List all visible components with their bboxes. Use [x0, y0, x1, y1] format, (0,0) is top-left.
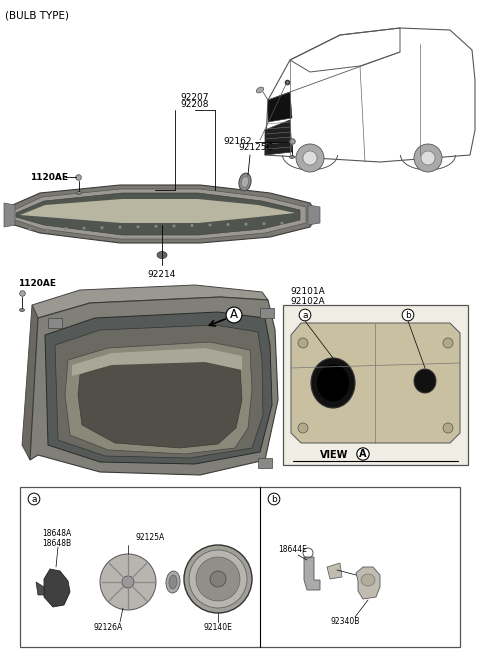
Polygon shape: [45, 312, 272, 464]
Circle shape: [196, 557, 240, 601]
Polygon shape: [327, 563, 342, 579]
Ellipse shape: [76, 191, 82, 194]
Bar: [48, 318, 62, 328]
Ellipse shape: [311, 358, 355, 408]
Polygon shape: [291, 323, 460, 443]
Circle shape: [172, 225, 176, 227]
Text: 18648B: 18648B: [42, 539, 71, 547]
Circle shape: [119, 226, 121, 229]
Text: 92140E: 92140E: [204, 622, 232, 631]
Circle shape: [122, 576, 134, 588]
Ellipse shape: [169, 575, 177, 589]
Ellipse shape: [166, 571, 180, 593]
Text: A: A: [230, 309, 238, 321]
Text: 92125C: 92125C: [238, 143, 273, 152]
Circle shape: [184, 545, 252, 613]
Circle shape: [191, 224, 193, 227]
Polygon shape: [30, 297, 278, 475]
Text: b: b: [405, 311, 411, 319]
Ellipse shape: [361, 574, 375, 586]
Polygon shape: [12, 189, 306, 239]
Circle shape: [263, 222, 265, 225]
Circle shape: [303, 151, 317, 165]
Polygon shape: [65, 342, 252, 454]
Text: 92101A: 92101A: [290, 288, 325, 296]
Bar: [260, 308, 274, 318]
Polygon shape: [356, 567, 380, 599]
Circle shape: [208, 223, 212, 227]
Text: 92126A: 92126A: [94, 622, 122, 631]
Circle shape: [443, 338, 453, 348]
Text: VIEW: VIEW: [320, 450, 348, 460]
Circle shape: [298, 423, 308, 433]
Circle shape: [100, 226, 104, 229]
Circle shape: [28, 228, 32, 231]
Text: 92207: 92207: [181, 93, 209, 102]
Text: 92214: 92214: [148, 270, 176, 279]
Text: 92340B: 92340B: [330, 618, 360, 627]
Circle shape: [155, 225, 157, 228]
Polygon shape: [4, 203, 15, 227]
Bar: [258, 458, 272, 468]
Ellipse shape: [20, 309, 24, 311]
Ellipse shape: [317, 365, 349, 401]
Circle shape: [414, 144, 442, 172]
Polygon shape: [304, 557, 320, 590]
Text: b: b: [271, 495, 277, 503]
Text: a: a: [31, 495, 37, 503]
Text: 92162: 92162: [224, 137, 252, 147]
Bar: [283, 305, 468, 465]
Ellipse shape: [241, 177, 249, 187]
Polygon shape: [36, 582, 44, 595]
Polygon shape: [20, 199, 295, 223]
Text: 92102A: 92102A: [290, 296, 324, 306]
Polygon shape: [16, 193, 300, 235]
Bar: [20, 487, 460, 647]
Ellipse shape: [289, 156, 295, 158]
Text: a: a: [302, 311, 308, 319]
Polygon shape: [32, 285, 268, 318]
Circle shape: [280, 221, 284, 225]
Text: 18644E: 18644E: [278, 545, 307, 553]
Circle shape: [443, 423, 453, 433]
Text: 1120AE: 1120AE: [18, 279, 56, 288]
Text: 92125A: 92125A: [136, 533, 165, 541]
Ellipse shape: [239, 173, 251, 191]
Circle shape: [227, 223, 229, 226]
Polygon shape: [78, 358, 242, 448]
Polygon shape: [268, 92, 292, 122]
Circle shape: [136, 225, 140, 228]
Polygon shape: [72, 348, 242, 376]
Text: 1120AE: 1120AE: [30, 173, 68, 181]
Circle shape: [421, 151, 435, 165]
Circle shape: [47, 227, 49, 231]
Circle shape: [100, 554, 156, 610]
Circle shape: [83, 227, 85, 230]
Text: A: A: [359, 449, 367, 459]
Ellipse shape: [414, 369, 436, 393]
Circle shape: [244, 223, 248, 225]
Text: 92208: 92208: [181, 100, 209, 109]
Ellipse shape: [157, 252, 167, 258]
Text: (BULB TYPE): (BULB TYPE): [5, 10, 69, 20]
Circle shape: [210, 571, 226, 587]
Circle shape: [64, 227, 68, 230]
Polygon shape: [55, 325, 263, 458]
Polygon shape: [22, 305, 38, 460]
Text: 18648A: 18648A: [42, 530, 71, 539]
Circle shape: [296, 144, 324, 172]
Polygon shape: [44, 569, 70, 607]
Circle shape: [298, 338, 308, 348]
Circle shape: [189, 550, 247, 608]
Polygon shape: [265, 120, 292, 155]
Ellipse shape: [256, 87, 264, 93]
Polygon shape: [308, 205, 320, 225]
Polygon shape: [8, 185, 315, 243]
